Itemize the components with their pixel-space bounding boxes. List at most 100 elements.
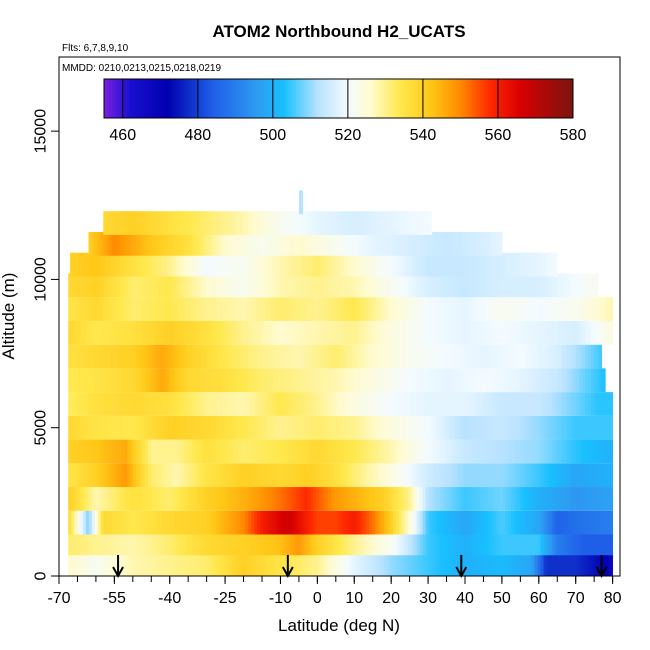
heatmap-cell: [307, 320, 311, 345]
heatmap-cell: [570, 368, 574, 393]
heatmap-cell: [348, 487, 353, 511]
heatmap-cell: [127, 510, 131, 535]
heatmap-cell: [546, 392, 550, 416]
heatmap-cell: [363, 531, 367, 556]
heatmap-cell: [209, 320, 214, 345]
heatmap-cell: [517, 552, 521, 576]
heatmap-cell: [388, 252, 393, 277]
heatmap-cell: [322, 487, 326, 511]
heatmap-cell: [378, 463, 382, 488]
heatmap-cell: [260, 463, 264, 488]
heatmap-cell: [307, 510, 311, 535]
heatmap-cell: [463, 439, 468, 464]
heatmap-cell: [74, 463, 78, 488]
heatmap-cell: [189, 487, 193, 511]
heatmap-cell: [221, 297, 226, 321]
heatmap-cell: [218, 320, 223, 345]
heatmap-cell: [484, 531, 488, 556]
heatmap-cell: [549, 510, 553, 535]
heatmap-cell: [312, 231, 317, 256]
heatmap-cell: [153, 552, 158, 576]
heatmap-cell: [260, 297, 264, 321]
heatmap-cell: [460, 531, 465, 556]
heatmap-cell: [303, 252, 307, 277]
heatmap-cell: [514, 510, 518, 535]
heatmap-cell: [449, 510, 453, 535]
heatmap-cell: [534, 297, 539, 321]
heatmap-cell: [174, 439, 178, 464]
heatmap-cell: [576, 297, 580, 321]
heatmap-cell: [80, 368, 84, 393]
heatmap-cell: [487, 320, 491, 345]
heatmap-cell: [242, 510, 246, 535]
heatmap-cell: [292, 463, 296, 488]
heatmap-cell: [309, 231, 314, 256]
heatmap-cell: [517, 297, 521, 321]
heatmap-cell: [82, 552, 87, 576]
heatmap-cell: [508, 463, 512, 488]
heatmap-cell: [434, 439, 438, 464]
heatmap-cell: [277, 463, 282, 488]
heatmap-cell: [387, 344, 391, 369]
heatmap-cell: [115, 211, 119, 235]
heatmap-cell: [558, 415, 562, 440]
heatmap-cell: [410, 392, 415, 416]
heatmap-cell: [596, 392, 601, 416]
heatmap-cell: [286, 415, 291, 440]
heatmap-cell: [271, 487, 276, 511]
heatmap-cell: [596, 415, 601, 440]
heatmap-cell: [316, 552, 320, 576]
heatmap-cell: [289, 273, 294, 298]
heatmap-cell: [171, 552, 175, 576]
heatmap-cell: [517, 320, 521, 345]
heatmap-cell: [354, 487, 358, 511]
heatmap-cell: [325, 439, 329, 464]
heatmap-cell: [419, 510, 423, 535]
heatmap-cell: [363, 415, 367, 440]
heatmap-cell: [428, 231, 432, 256]
heatmap-cell: [100, 392, 105, 416]
heatmap-cell: [254, 510, 258, 535]
heatmap-cell: [460, 320, 465, 345]
heatmap-cell: [472, 552, 477, 576]
heatmap-cell: [505, 487, 509, 511]
heatmap-cell: [375, 415, 379, 440]
heatmap-cell: [152, 252, 157, 277]
heatmap-cell: [207, 368, 211, 393]
heatmap-cell: [384, 273, 388, 298]
heatmap-cell: [322, 415, 326, 440]
heatmap-cell: [212, 368, 217, 393]
heatmap-cell: [171, 392, 175, 416]
heatmap-cell: [579, 415, 583, 440]
heatmap-cell: [121, 273, 125, 298]
heatmap-cell: [440, 297, 444, 321]
heatmap-cell: [322, 297, 326, 321]
heatmap-cell: [111, 252, 115, 277]
heatmap-cell: [478, 415, 482, 440]
heatmap-cell: [331, 463, 335, 488]
heatmap-cell: [283, 273, 288, 298]
heatmap-cell: [233, 320, 237, 345]
heatmap-cell: [142, 439, 146, 464]
heatmap-cell: [499, 415, 503, 440]
heatmap-cell: [85, 344, 90, 369]
heatmap-cell: [377, 211, 382, 235]
heatmap-cell: [173, 252, 177, 277]
heatmap-cell: [381, 415, 385, 440]
heatmap-cell: [319, 415, 323, 440]
heatmap-cell: [183, 552, 187, 576]
heatmap-cell: [528, 344, 533, 369]
heatmap-cell: [171, 439, 175, 464]
heatmap-cell: [133, 320, 137, 345]
heatmap-cell: [490, 510, 494, 535]
heatmap-cell: [413, 531, 418, 556]
heatmap-cell: [100, 415, 105, 440]
heatmap-cell: [304, 487, 308, 511]
heatmap-cell: [428, 392, 432, 416]
heatmap-cell: [313, 487, 317, 511]
heatmap-cell: [419, 297, 423, 321]
heatmap-cell: [333, 463, 338, 488]
heatmap-cell: [201, 368, 205, 393]
heatmap-cell: [129, 252, 133, 277]
heatmap-cell: [378, 273, 382, 298]
